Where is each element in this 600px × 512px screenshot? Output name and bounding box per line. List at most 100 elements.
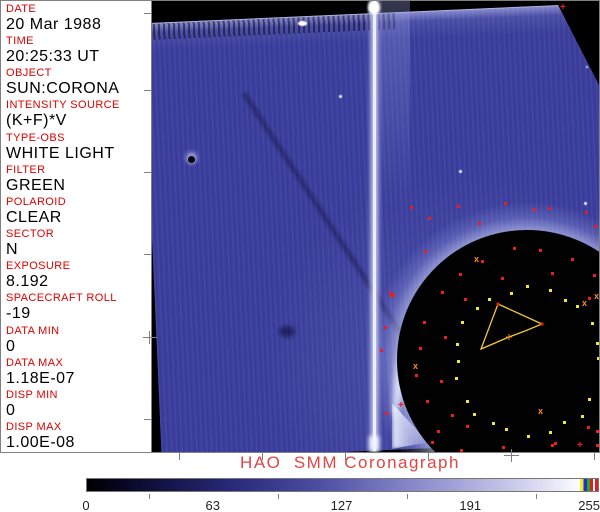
panel-field: EXPOSURE 8.192 [6, 260, 150, 290]
panel-field-label: INTENSITY SOURCE [6, 99, 120, 112]
panel-field: DATE 20 Mar 1988 [6, 3, 150, 33]
pylon-light-column [380, 1, 410, 261]
star-speck [298, 21, 307, 26]
fiducial-dot [415, 374, 418, 377]
dark-bead-artifact [188, 156, 195, 163]
plus-marker: + [560, 2, 566, 13]
colorbar-minor-tick [278, 494, 279, 499]
panel-field: FILTER GREEN [6, 164, 150, 194]
bottom-axis-tick [179, 453, 180, 460]
fiducial-dot [440, 380, 443, 383]
panel-field: SPACECRAFT ROLL -19 [6, 292, 150, 322]
fiducial-dot [505, 428, 508, 431]
fiducial-dot [551, 272, 554, 275]
fiducial-dot [551, 444, 554, 447]
fiducial-dot [390, 294, 393, 297]
colorbar [86, 478, 599, 492]
fiducial-dot [441, 291, 444, 294]
occulter-pylon-line [373, 1, 376, 451]
fiducial-dot [548, 207, 551, 210]
fiducial-dot [481, 260, 484, 263]
panel-field: OBJECT SUN:CORONA [6, 67, 150, 97]
fiducial-dot [457, 205, 460, 208]
fiducial-dot [426, 400, 429, 403]
fiducial-dot [504, 202, 507, 205]
fiducial-dot [588, 398, 591, 401]
left-axis-tick [144, 13, 152, 14]
bottom-axis-tick [262, 453, 263, 460]
plus-marker: + [388, 289, 394, 300]
panel-field-label: FILTER [6, 163, 46, 176]
fiducial-dot [549, 289, 552, 292]
colorbar-tick-label: 63 [205, 498, 220, 512]
fiducial-dot [533, 208, 536, 211]
panel-field-label: DATA MIN [6, 324, 60, 337]
fiducial-dot [513, 247, 516, 250]
fiducial-dot [593, 274, 596, 277]
bottom-axis-plus [511, 449, 512, 462]
panel-field: POLAROID CLEAR [6, 196, 150, 226]
panel-field: TYPE-OBS WHITE LIGHT [6, 132, 150, 162]
colorbar-tick-label: 0 [82, 498, 90, 512]
panel-field-label: TIME [6, 35, 34, 48]
panel-field-value: 0 [6, 337, 16, 355]
panel-field: DISP MAX 1.00E-08 [6, 421, 150, 451]
panel-field-value: WHITE LIGHT [6, 144, 115, 162]
fiducial-dot [392, 294, 395, 297]
left-axis-tick [144, 254, 152, 255]
plus-marker: + [398, 400, 404, 411]
panel-field-label: SPACECRAFT ROLL [6, 292, 117, 305]
panel-field: DATA MIN 0 [6, 325, 150, 355]
panel-field-value: 20 Mar 1988 [6, 16, 102, 33]
left-axis-plus [149, 331, 150, 344]
star-speck [586, 66, 588, 68]
pylon-top-bloom [368, 1, 380, 14]
fiducial-dot [428, 217, 431, 220]
panel-field: SECTOR N [6, 228, 150, 258]
fiducial-dot [563, 421, 566, 424]
fiducial-dot [588, 297, 591, 300]
panel-field-value: SUN:CORONA [6, 80, 120, 98]
fiducial-dot [502, 446, 505, 449]
panel-field-value: 8.192 [6, 273, 49, 291]
fiducial-dot [501, 277, 504, 280]
left-axis-tick [144, 419, 152, 420]
fiducial-dot [457, 360, 460, 363]
panel-field-label: TYPE-OBS [6, 131, 65, 144]
fiducial-dot [384, 326, 387, 329]
colorbar-minor-tick [149, 494, 150, 499]
fiducial-dot [576, 305, 579, 308]
pointer-polygon [479, 302, 544, 351]
star-speck [584, 202, 587, 205]
panel-field-value: 1.00E-08 [6, 433, 75, 451]
star-speck [459, 170, 462, 173]
bottom-axis-tick [594, 453, 595, 460]
colorbar-tick-label: 127 [330, 498, 353, 512]
bottom-axis-tick [345, 453, 346, 460]
footer-title: HAO SMM Coronagraph [240, 453, 460, 472]
panel-field-value: -19 [6, 305, 31, 323]
panel-field-value: GREEN [6, 176, 66, 194]
fiducial-dot [596, 342, 599, 345]
fiducial-dot [466, 400, 469, 403]
fiducial-dot [424, 250, 427, 253]
fiducial-dot [594, 225, 597, 228]
dark-smudge-artifact [279, 326, 295, 337]
fiducial-dot [459, 273, 462, 276]
fiducial-dot [437, 430, 440, 433]
panel-field: INTENSITY SOURCE (K+F)*V [6, 99, 150, 129]
fiducial-dot [596, 444, 599, 447]
x-marker: x [594, 291, 599, 301]
panel-field-label: DISP MAX [6, 420, 62, 433]
fiducial-dot [510, 292, 513, 295]
colorbar-tick-label: 255 [578, 498, 600, 512]
fiducial-dot [444, 336, 447, 339]
fiducial-dot [460, 449, 463, 452]
fiducial-dot [581, 415, 584, 418]
fiducial-dot [423, 321, 426, 324]
colorbar-tick-label: 191 [459, 498, 482, 512]
panel-field-label: POLAROID [6, 195, 67, 208]
panel-field: DATA MAX 1.18E-07 [6, 357, 150, 387]
panel-field: TIME 20:25:33 UT [6, 35, 150, 65]
star-speck [339, 95, 342, 98]
